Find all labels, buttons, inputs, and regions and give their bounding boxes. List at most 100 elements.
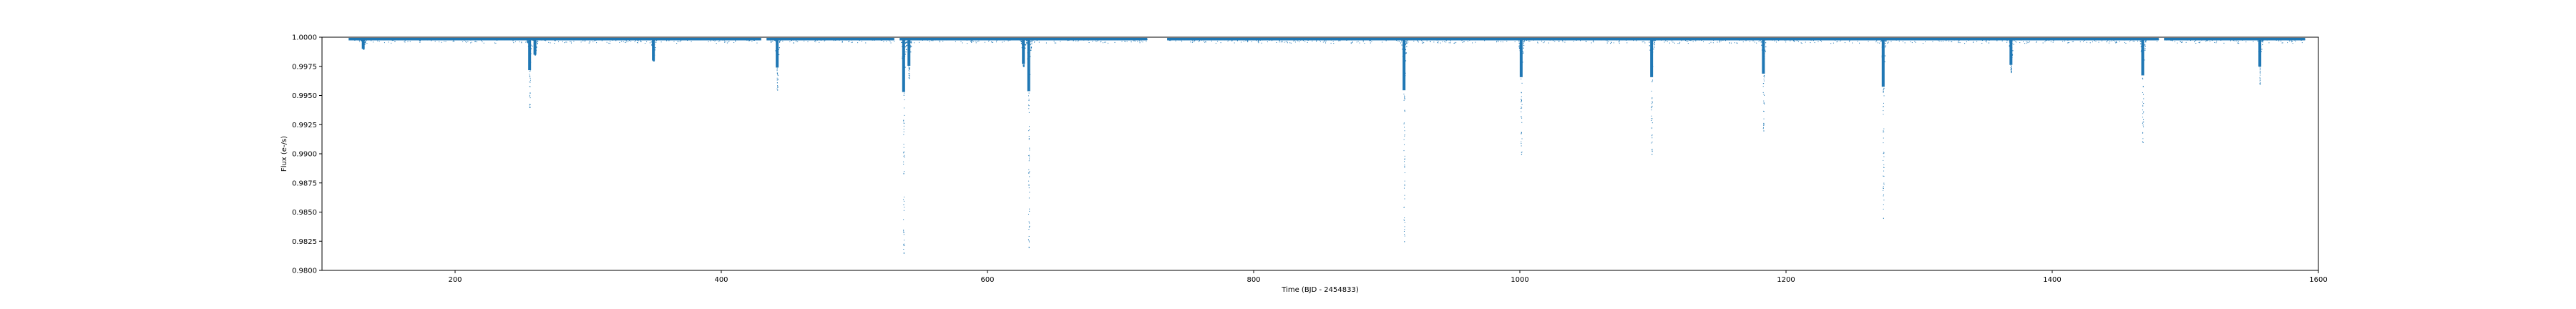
flux-point — [651, 39, 653, 41]
flux-point — [1647, 39, 1649, 40]
flux-point — [1672, 41, 1674, 43]
flux-point — [1234, 39, 1236, 40]
flux-point — [548, 41, 550, 43]
flux-point — [535, 49, 537, 52]
flux-point — [1929, 39, 1931, 40]
transit-dip — [1020, 39, 1028, 67]
flux-point — [970, 40, 972, 41]
flux-point — [2142, 122, 2144, 123]
flux-point — [1700, 39, 1702, 40]
flux-point — [2208, 39, 2210, 41]
flux-point — [1763, 111, 1765, 112]
flux-point — [1484, 40, 1485, 41]
flux-point — [1404, 97, 1405, 99]
flux-point — [1652, 151, 1653, 152]
flux-point — [1883, 167, 1885, 168]
flux-point — [836, 39, 838, 40]
flux-point — [1966, 41, 1967, 43]
flux-point — [2199, 39, 2200, 41]
x-tick-label: 1000 — [1511, 276, 1528, 284]
flux-point — [1517, 39, 1518, 41]
flux-point — [2104, 39, 2106, 40]
flux-point — [1785, 39, 1787, 41]
flux-point — [530, 53, 532, 54]
flux-point — [1186, 39, 1188, 40]
flux-point — [2258, 46, 2260, 48]
flux-point — [1028, 95, 1030, 97]
flux-point — [545, 40, 547, 41]
flux-point — [1045, 42, 1047, 44]
dip-core — [776, 39, 779, 68]
flux-point — [2142, 105, 2144, 107]
flux-point — [438, 39, 439, 41]
flux-point — [907, 49, 909, 51]
flux-point — [779, 47, 781, 49]
flux-point — [1887, 39, 1888, 40]
flux-point — [776, 50, 779, 52]
flux-point — [872, 39, 873, 41]
flux-point — [2242, 39, 2243, 41]
flux-point — [777, 87, 779, 88]
flux-point — [1664, 41, 1665, 43]
flux-point — [1285, 41, 1287, 43]
flux-point — [2260, 82, 2261, 84]
flux-point — [1981, 42, 1983, 44]
flux-point — [2012, 50, 2014, 52]
flux-point — [888, 39, 889, 40]
flux-point — [1883, 186, 1884, 187]
flux-point — [922, 39, 924, 40]
flux-point — [1237, 39, 1239, 40]
flux-point — [1440, 42, 1441, 44]
flux-point — [1879, 42, 1880, 44]
flux-point — [2268, 42, 2270, 44]
flux-point — [1320, 39, 1322, 40]
flux-point — [1830, 43, 1832, 44]
flux-point — [753, 39, 755, 41]
flux-point — [1525, 39, 1526, 40]
flux-point — [2172, 40, 2173, 41]
flux-point — [1626, 39, 1627, 40]
flux-point — [636, 39, 638, 41]
flux-point — [1981, 40, 1983, 41]
flux-point — [1811, 39, 1813, 40]
flux-point — [1687, 43, 1689, 44]
flux-point — [1033, 39, 1034, 41]
flux-point — [929, 39, 930, 41]
flux-point — [517, 39, 519, 40]
flux-point — [505, 39, 507, 40]
flux-point — [1007, 39, 1008, 40]
flux-point — [904, 54, 905, 56]
flux-point — [1453, 39, 1455, 40]
transit-dip — [1401, 39, 1408, 242]
flux-point — [2010, 47, 2011, 49]
flux-point — [1986, 40, 1987, 41]
flux-point — [545, 39, 547, 41]
flux-point — [1023, 64, 1025, 66]
flux-point — [2006, 40, 2008, 41]
flux-point — [1276, 41, 1277, 43]
flux-point — [678, 41, 680, 42]
flux-point — [2275, 39, 2277, 41]
flux-point — [1122, 39, 1123, 40]
flux-point — [1010, 39, 1012, 40]
flux-point — [776, 41, 778, 43]
flux-point — [1838, 39, 1840, 40]
flux-point — [2210, 39, 2212, 40]
flux-point — [1840, 39, 1841, 41]
flux-point — [2042, 42, 2044, 44]
flux-point — [1117, 39, 1118, 41]
flux-point — [2128, 39, 2129, 40]
flux-point — [1363, 39, 1365, 40]
flux-point — [474, 41, 476, 42]
flux-point — [1911, 42, 1913, 44]
flux-point — [1405, 52, 1407, 54]
flux-point — [1548, 42, 1549, 44]
flux-point — [1204, 41, 1206, 43]
flux-point — [1304, 41, 1306, 42]
flux-point — [777, 53, 779, 54]
flux-point — [723, 39, 725, 40]
flux-point — [718, 39, 720, 40]
flux-point — [852, 41, 853, 43]
flux-point — [530, 70, 531, 72]
flux-point — [394, 39, 395, 41]
